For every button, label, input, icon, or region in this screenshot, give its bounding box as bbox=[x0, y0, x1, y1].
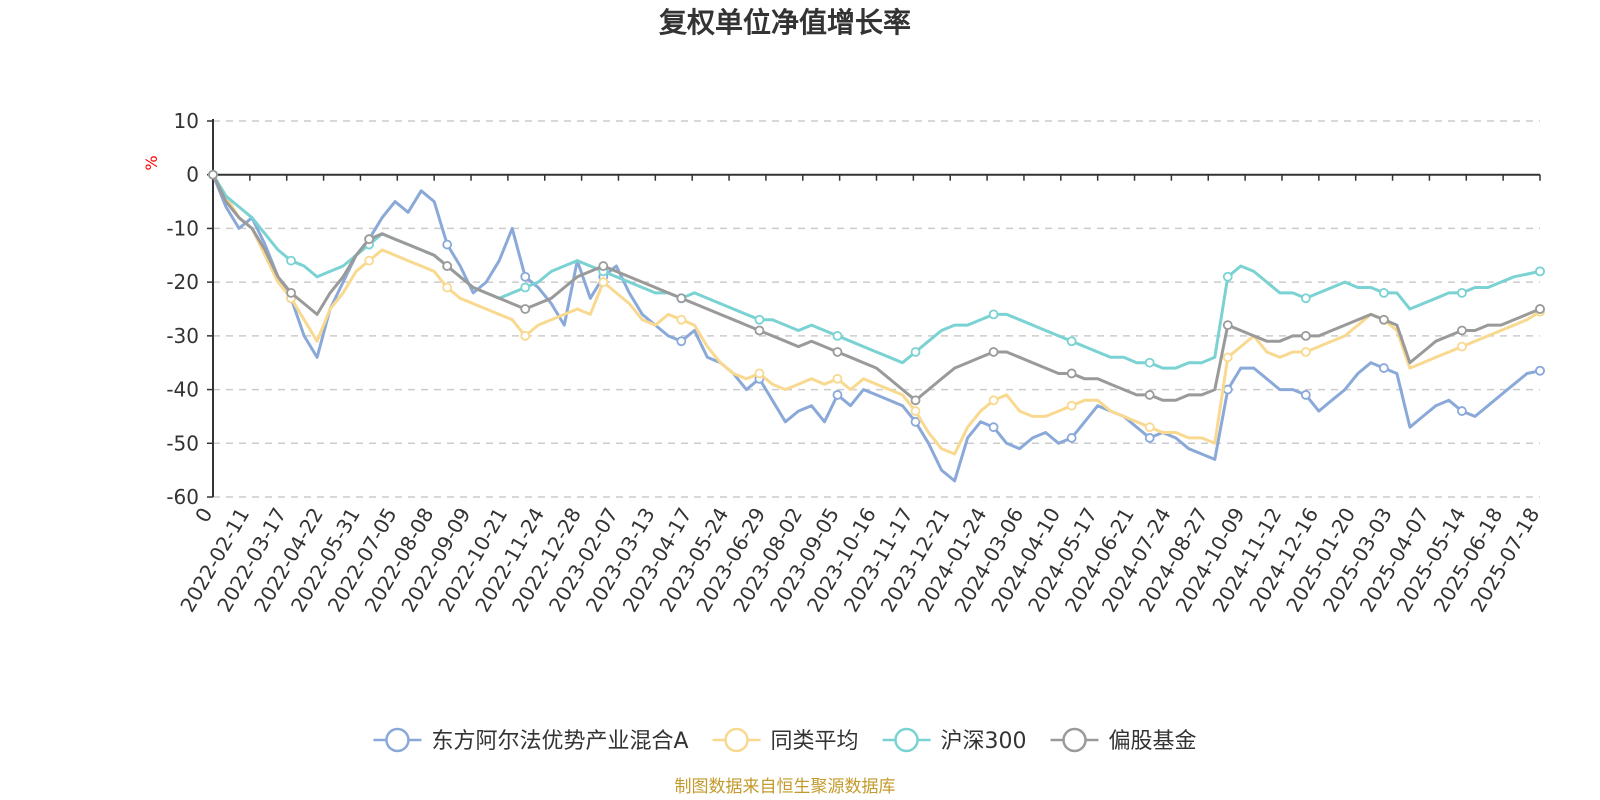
series-marker bbox=[676, 293, 687, 304]
series-marker bbox=[910, 406, 921, 416]
y-tick-label: -20 bbox=[166, 270, 199, 294]
series-marker bbox=[832, 347, 843, 357]
series-marker bbox=[1144, 433, 1155, 443]
series-marker bbox=[832, 373, 843, 384]
series-line-0 bbox=[211, 174, 1541, 483]
y-tick-labels: 10 0 -10 -20 -30 -40 -50 -60 bbox=[166, 109, 199, 509]
legend[interactable]: 东方阿尔法优势产业混合A 同类平均 沪深300 偏股基金 bbox=[373, 727, 1197, 754]
series-marker bbox=[520, 271, 531, 282]
series-marker bbox=[520, 282, 531, 293]
x-tick-labels: 02022-02-112022-03-172022-04-222022-05-3… bbox=[175, 503, 1544, 616]
series-marker bbox=[286, 287, 296, 298]
y-tick-label: -60 bbox=[166, 485, 199, 509]
legend-circle-icon bbox=[385, 727, 410, 753]
legend-label: 偏股基金 bbox=[1109, 729, 1197, 754]
legend-circle-icon bbox=[894, 727, 919, 753]
series-marker bbox=[1066, 433, 1077, 443]
legend-item-2[interactable]: 沪深300 bbox=[882, 727, 1027, 754]
series-marker bbox=[1144, 390, 1155, 400]
y-tick-label: 0 bbox=[186, 163, 199, 187]
series-marker bbox=[832, 390, 843, 400]
series-marker bbox=[676, 314, 687, 325]
series-marker bbox=[910, 347, 921, 357]
y-tick-label: -40 bbox=[166, 378, 199, 402]
series-marker bbox=[286, 255, 296, 266]
legend-circle-icon bbox=[1062, 727, 1087, 753]
source-note: 制图数据来自恒生聚源数据库 bbox=[675, 777, 896, 797]
legend-item-3[interactable]: 偏股基金 bbox=[1050, 727, 1197, 754]
y-tick-label: -30 bbox=[166, 324, 199, 348]
series-marker bbox=[1300, 390, 1311, 400]
series-marker bbox=[442, 261, 453, 271]
series-marker bbox=[208, 169, 218, 180]
series-marker bbox=[910, 416, 921, 427]
series-marker bbox=[1378, 314, 1389, 325]
series-line-3 bbox=[211, 174, 1541, 402]
x-tick-label: 0 bbox=[190, 504, 217, 527]
series-marker bbox=[1066, 400, 1077, 411]
grid bbox=[213, 120, 1540, 498]
series-marker bbox=[1144, 422, 1155, 433]
series-marker bbox=[1378, 363, 1389, 373]
series-marker bbox=[1535, 304, 1545, 314]
series-marker bbox=[598, 277, 609, 288]
series-marker bbox=[1457, 341, 1467, 352]
series-marker bbox=[1066, 336, 1077, 347]
series-marker bbox=[1222, 352, 1233, 363]
y-tick-label: 10 bbox=[174, 109, 199, 133]
series-marker bbox=[598, 261, 609, 271]
series-marker bbox=[1300, 347, 1311, 357]
series-marker bbox=[1457, 287, 1467, 298]
series-marker bbox=[1457, 406, 1467, 416]
legend-item-0[interactable]: 东方阿尔法优势产业混合A bbox=[373, 727, 689, 754]
series-marker bbox=[754, 314, 765, 325]
series-marker bbox=[1535, 365, 1545, 376]
series-marker bbox=[988, 309, 999, 320]
series-marker bbox=[1144, 357, 1155, 368]
series-marker bbox=[364, 234, 375, 245]
legend-label: 沪深300 bbox=[941, 729, 1027, 754]
y-unit-label: % bbox=[142, 155, 161, 170]
series-marker bbox=[442, 239, 453, 250]
series-marker bbox=[910, 395, 921, 406]
series-marker bbox=[988, 395, 999, 406]
series-marker bbox=[1222, 320, 1233, 331]
series-marker bbox=[988, 422, 999, 433]
series-marker bbox=[754, 368, 765, 379]
series-marker bbox=[1535, 266, 1545, 277]
series-line-1 bbox=[211, 173, 1541, 456]
series-marker bbox=[442, 282, 453, 293]
series-marker bbox=[1300, 330, 1311, 341]
series-marker bbox=[754, 325, 765, 336]
series-marker bbox=[988, 347, 999, 357]
series-marker bbox=[1222, 271, 1233, 282]
series-lines bbox=[208, 169, 1545, 483]
legend-item-1[interactable]: 同类平均 bbox=[712, 727, 859, 754]
series-marker bbox=[364, 255, 375, 266]
y-tick-label: -50 bbox=[166, 431, 199, 455]
legend-label: 东方阿尔法优势产业混合A bbox=[431, 729, 688, 754]
legend-label: 同类平均 bbox=[771, 729, 859, 754]
series-marker bbox=[676, 336, 687, 347]
y-tick-label: -10 bbox=[166, 216, 199, 240]
series-marker bbox=[1378, 287, 1389, 298]
chart-title: 复权单位净值增长率 bbox=[659, 6, 911, 39]
series-marker bbox=[520, 330, 531, 341]
series-marker bbox=[1300, 293, 1311, 304]
axes bbox=[207, 119, 1541, 498]
series-marker bbox=[1066, 368, 1077, 379]
legend-circle-icon bbox=[724, 727, 749, 753]
series-marker bbox=[832, 330, 843, 341]
series-marker bbox=[1222, 384, 1233, 395]
series-marker bbox=[1457, 325, 1467, 336]
series-marker bbox=[520, 304, 531, 314]
